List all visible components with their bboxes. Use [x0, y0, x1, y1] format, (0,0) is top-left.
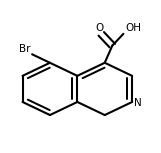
- Text: N: N: [134, 98, 142, 108]
- Text: Br: Br: [19, 44, 31, 54]
- Text: O: O: [95, 23, 104, 33]
- Text: OH: OH: [125, 23, 141, 33]
